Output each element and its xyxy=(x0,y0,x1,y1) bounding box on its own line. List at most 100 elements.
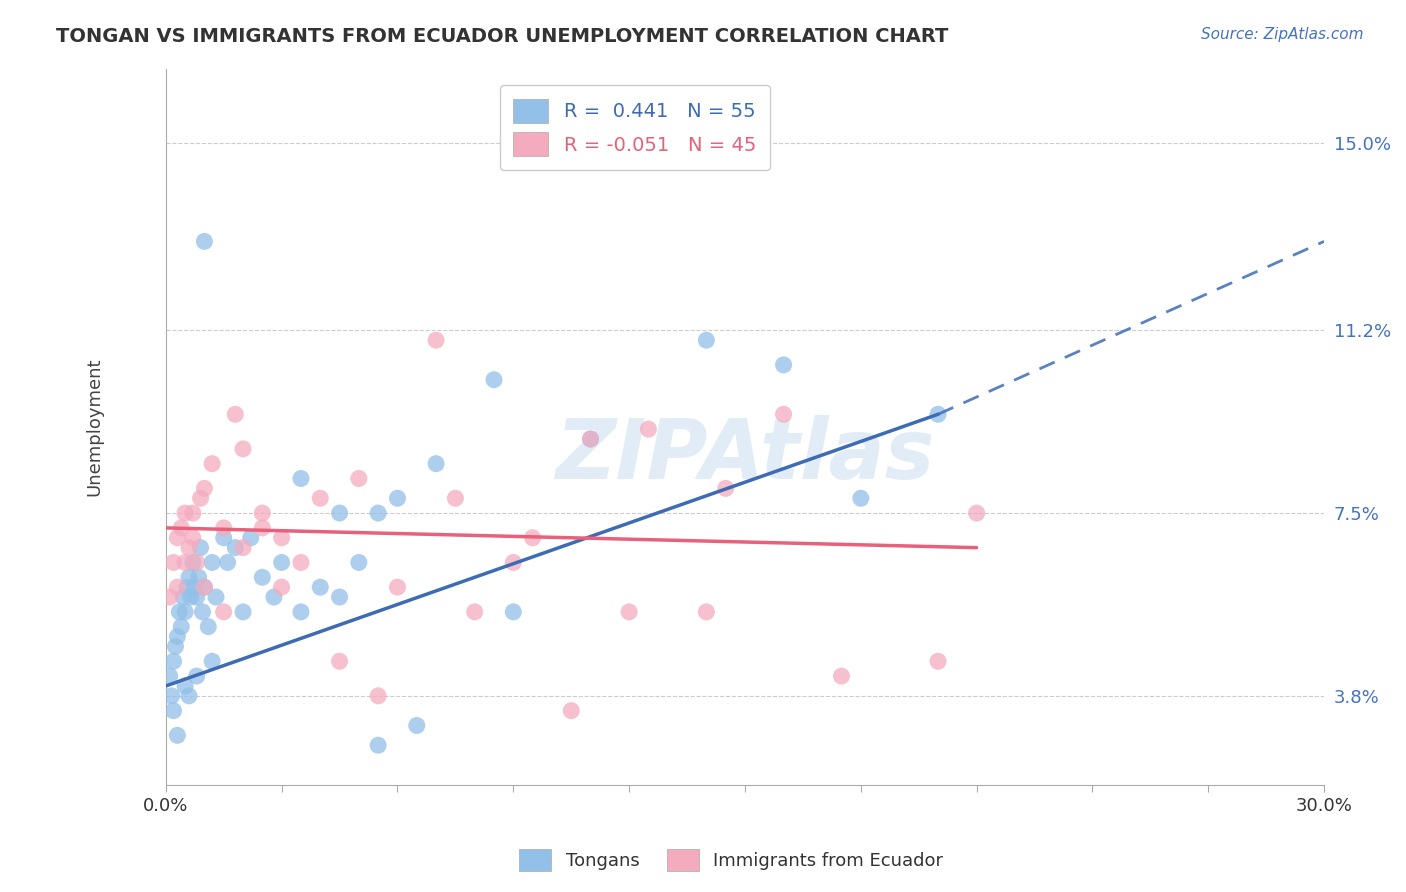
Point xyxy=(166,630,188,644)
Point xyxy=(329,654,352,668)
Point xyxy=(186,590,208,604)
Point xyxy=(579,432,602,446)
Point xyxy=(482,373,505,387)
Point xyxy=(187,570,209,584)
Point xyxy=(160,689,183,703)
Point xyxy=(162,704,184,718)
Point xyxy=(966,506,988,520)
Point xyxy=(772,358,794,372)
Point xyxy=(191,605,214,619)
Point xyxy=(177,541,200,555)
Legend: Tongans, Immigrants from Ecuador: Tongans, Immigrants from Ecuador xyxy=(512,842,950,879)
Point xyxy=(212,531,235,545)
Point xyxy=(425,333,447,347)
Point xyxy=(186,669,208,683)
Point xyxy=(181,506,204,520)
Point xyxy=(212,521,235,535)
Point xyxy=(162,654,184,668)
Point xyxy=(190,491,212,506)
Point xyxy=(184,580,207,594)
Point xyxy=(367,506,389,520)
Point xyxy=(637,422,659,436)
Point xyxy=(193,580,215,594)
Point xyxy=(180,590,202,604)
Point xyxy=(444,491,467,506)
Point xyxy=(252,521,274,535)
Point xyxy=(252,570,274,584)
Point xyxy=(290,471,312,485)
Point xyxy=(217,556,239,570)
Point xyxy=(927,407,949,421)
Point xyxy=(560,704,582,718)
Point xyxy=(232,541,254,555)
Point xyxy=(502,556,524,570)
Point xyxy=(166,531,188,545)
Y-axis label: Unemployment: Unemployment xyxy=(86,358,103,496)
Point xyxy=(239,531,262,545)
Point xyxy=(329,590,352,604)
Point xyxy=(617,605,640,619)
Point xyxy=(464,605,486,619)
Point xyxy=(224,541,246,555)
Point xyxy=(162,556,184,570)
Point xyxy=(927,654,949,668)
Point xyxy=(212,605,235,619)
Text: Source: ZipAtlas.com: Source: ZipAtlas.com xyxy=(1201,27,1364,42)
Point xyxy=(176,580,198,594)
Point xyxy=(193,580,215,594)
Point xyxy=(172,590,194,604)
Point xyxy=(205,590,228,604)
Point xyxy=(159,669,181,683)
Point xyxy=(174,605,197,619)
Point xyxy=(367,689,389,703)
Point xyxy=(170,521,193,535)
Point xyxy=(170,620,193,634)
Point xyxy=(695,605,717,619)
Point xyxy=(224,407,246,421)
Point xyxy=(290,605,312,619)
Point xyxy=(201,457,224,471)
Point xyxy=(270,531,292,545)
Point xyxy=(831,669,853,683)
Legend: R =  0.441   N = 55, R = -0.051   N = 45: R = 0.441 N = 55, R = -0.051 N = 45 xyxy=(501,86,770,169)
Point xyxy=(181,531,204,545)
Point xyxy=(174,506,197,520)
Point xyxy=(169,605,191,619)
Point xyxy=(502,605,524,619)
Point xyxy=(232,605,254,619)
Point xyxy=(387,580,409,594)
Point xyxy=(849,491,872,506)
Point xyxy=(174,679,197,693)
Point xyxy=(252,506,274,520)
Point xyxy=(193,235,215,249)
Point xyxy=(522,531,544,545)
Point xyxy=(367,738,389,752)
Point xyxy=(201,556,224,570)
Point xyxy=(270,556,292,570)
Point xyxy=(232,442,254,456)
Point xyxy=(159,590,181,604)
Point xyxy=(193,482,215,496)
Point xyxy=(290,556,312,570)
Point xyxy=(309,491,332,506)
Point xyxy=(174,556,197,570)
Point xyxy=(329,506,352,520)
Point xyxy=(309,580,332,594)
Point xyxy=(347,471,370,485)
Point xyxy=(166,580,188,594)
Point xyxy=(197,620,219,634)
Point xyxy=(405,718,427,732)
Point xyxy=(201,654,224,668)
Point xyxy=(181,556,204,570)
Point xyxy=(347,556,370,570)
Point xyxy=(186,556,208,570)
Point xyxy=(387,491,409,506)
Point xyxy=(270,580,292,594)
Point xyxy=(177,570,200,584)
Text: ZIPAtlas: ZIPAtlas xyxy=(555,415,935,496)
Point xyxy=(263,590,285,604)
Point xyxy=(772,407,794,421)
Point xyxy=(579,432,602,446)
Point xyxy=(425,457,447,471)
Point xyxy=(714,482,737,496)
